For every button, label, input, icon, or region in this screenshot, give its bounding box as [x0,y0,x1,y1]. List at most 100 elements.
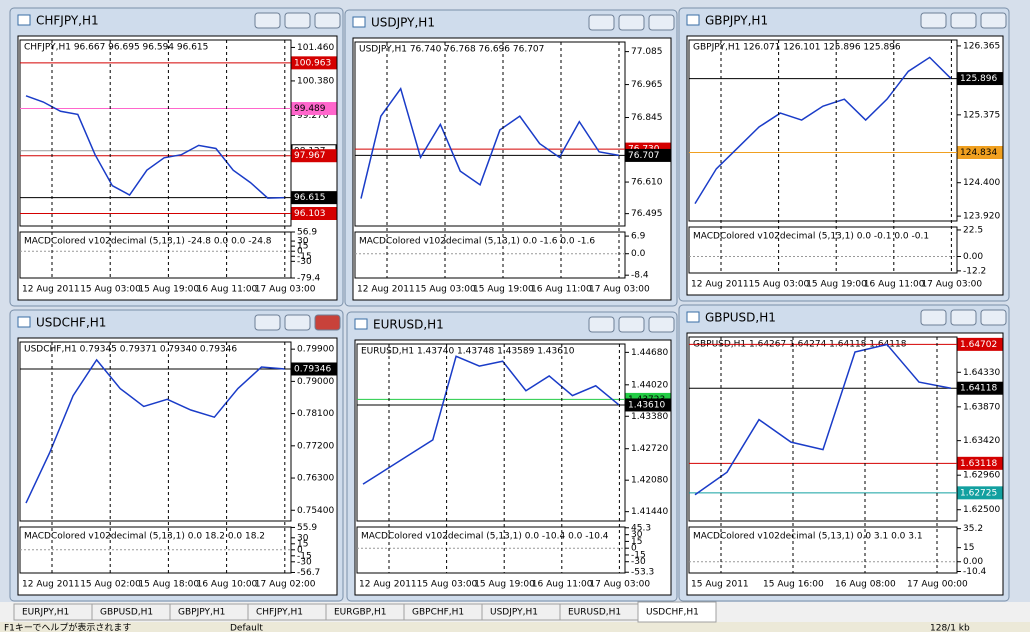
window-icon [354,318,368,330]
y-tick-label: 1.42720 [631,444,668,454]
price-marker [291,149,337,163]
macd-pane [356,526,626,574]
x-tick-label: 12 Aug 2011 [22,285,80,295]
price-line [25,95,286,199]
y-tick-label: 0.79000 [297,377,334,387]
macd-header: MACDColored v102decimal (5,13,1) 0.0 -0.… [693,232,929,242]
y-tick-label: 100.380 [297,76,334,86]
minimize-button[interactable] [254,314,281,331]
x-tick-label: 17 Aug 03:00 [589,285,650,295]
macd-pane [688,226,958,274]
y-tick-label: 99.270 [297,111,329,121]
price-marker-label: 1.43610 [628,400,665,410]
restore-button[interactable] [950,309,977,326]
y-tick-label: 1.63420 [963,436,1000,446]
close-button[interactable] [980,12,1007,29]
x-tick-label: 17 Aug 02:00 [255,580,316,590]
tab-label: EURJPY,H1 [22,608,69,618]
tab-label: GBPUSD,H1 [100,608,153,618]
x-tick-label: 12 Aug 2011 [691,280,749,290]
price-marker [957,381,1003,395]
minimize-button[interactable] [588,316,615,333]
macd-header: MACDColored v102decimal (5,13,1) -24.8 0… [24,237,272,247]
price-marker-label: 1.63118 [960,459,997,469]
status-help: F1キーでヘルプが表示されます [4,622,131,632]
close-button[interactable] [648,316,675,333]
chart-area [354,339,672,596]
price-marker-label: 1.64702 [960,340,997,350]
chart-window: USDCHF,H1 USDCHF,H1 0.79345 0.79371 0.793… [9,309,344,602]
restore-button[interactable] [284,12,311,29]
macd-tick-label: -30 [297,557,312,567]
macd-tick-label: 30 [297,237,309,247]
price-marker-label: 96.103 [294,209,326,219]
y-tick-label: 1.44680 [631,348,668,358]
minimize-button[interactable] [588,14,615,31]
macd-tick-label: 0.00 [963,252,983,262]
macd-tick-label: 30 [631,530,643,540]
price-marker [957,72,1003,86]
y-tick-label: 101.460 [297,43,334,53]
restore-button[interactable] [284,314,311,331]
macd-tick-label: -56.7 [297,568,320,578]
window-title: USDCHF,H1 [36,316,106,330]
minimize-button[interactable] [920,309,947,326]
y-tick-label: 1.41440 [631,507,668,517]
x-tick-label: 15 Aug 19:00 [473,285,534,295]
macd-tick-label: 0 [631,544,637,554]
status-bar [0,622,1030,632]
price-marker-label: 124.834 [960,148,997,158]
x-tick-label: 15 Aug 03:00 [749,280,810,290]
y-tick-label: 123.920 [963,212,1000,222]
macd-tick-label: 55.9 [297,523,317,533]
close-button[interactable] [980,309,1007,326]
macd-tick-label: 0 [297,545,303,555]
minimize-button[interactable] [254,12,281,29]
macd-tick-label: 45.3 [631,523,651,533]
chart-window: CHFJPY,H1 CHFJPY,H1 96.667 96.695 96.594 … [9,7,344,307]
x-tick-label: 15 Aug 19:00 [474,580,535,590]
price-line [694,56,952,204]
price-pane [688,39,958,222]
price-marker-label: 96.615 [294,193,326,203]
price-marker [957,456,1003,470]
restore-button[interactable] [618,14,645,31]
window-icon [686,311,700,323]
close-button[interactable] [314,314,341,331]
window-title: GBPUSD,H1 [705,311,776,325]
minimize-button[interactable] [920,12,947,29]
macd-tick-label: 22.5 [963,225,983,235]
close-button[interactable] [314,12,341,29]
price-marker-label: 97.967 [294,151,326,161]
macd-header: MACDColored v102decimal (5,13,1) 0.0 18.… [24,532,265,542]
price-marker [291,102,337,116]
x-tick-label: 17 Aug 00:00 [907,580,968,590]
price-marker [291,56,337,70]
close-button[interactable] [648,14,675,31]
macd-tick-label: 0.00 [963,557,983,567]
restore-button[interactable] [950,12,977,29]
price-pane [19,39,292,227]
symbol-header: USDCHF,H1 0.79345 0.79371 0.79340 0.7934… [24,345,237,355]
restore-button[interactable] [618,316,645,333]
price-marker [291,362,337,376]
chart-window: GBPJPY,H1 GBPJPY,H1 126.071 126.101 125.8… [678,7,1010,302]
price-marker [625,148,671,162]
macd-pane [19,231,292,279]
macd-tick-label: -79.4 [297,274,321,284]
price-marker-label: 1.62725 [960,488,997,498]
window-icon [17,14,31,26]
macd-tick-label: -15 [297,252,312,262]
macd-tick-label: -53.3 [631,568,654,578]
x-tick-label: 16 Aug 11:00 [197,285,258,295]
macd-tick-label: -8.4 [631,271,649,281]
chart-area [686,35,1004,296]
x-tick-label: 16 Aug 11:00 [864,280,925,290]
price-marker [291,191,337,205]
price-marker-label: 0.79346 [294,364,331,374]
macd-tick-label: 6.9 [631,232,646,242]
y-tick-label: 1.44020 [631,380,668,390]
chart-area [686,332,1004,596]
tab[interactable] [637,601,717,623]
